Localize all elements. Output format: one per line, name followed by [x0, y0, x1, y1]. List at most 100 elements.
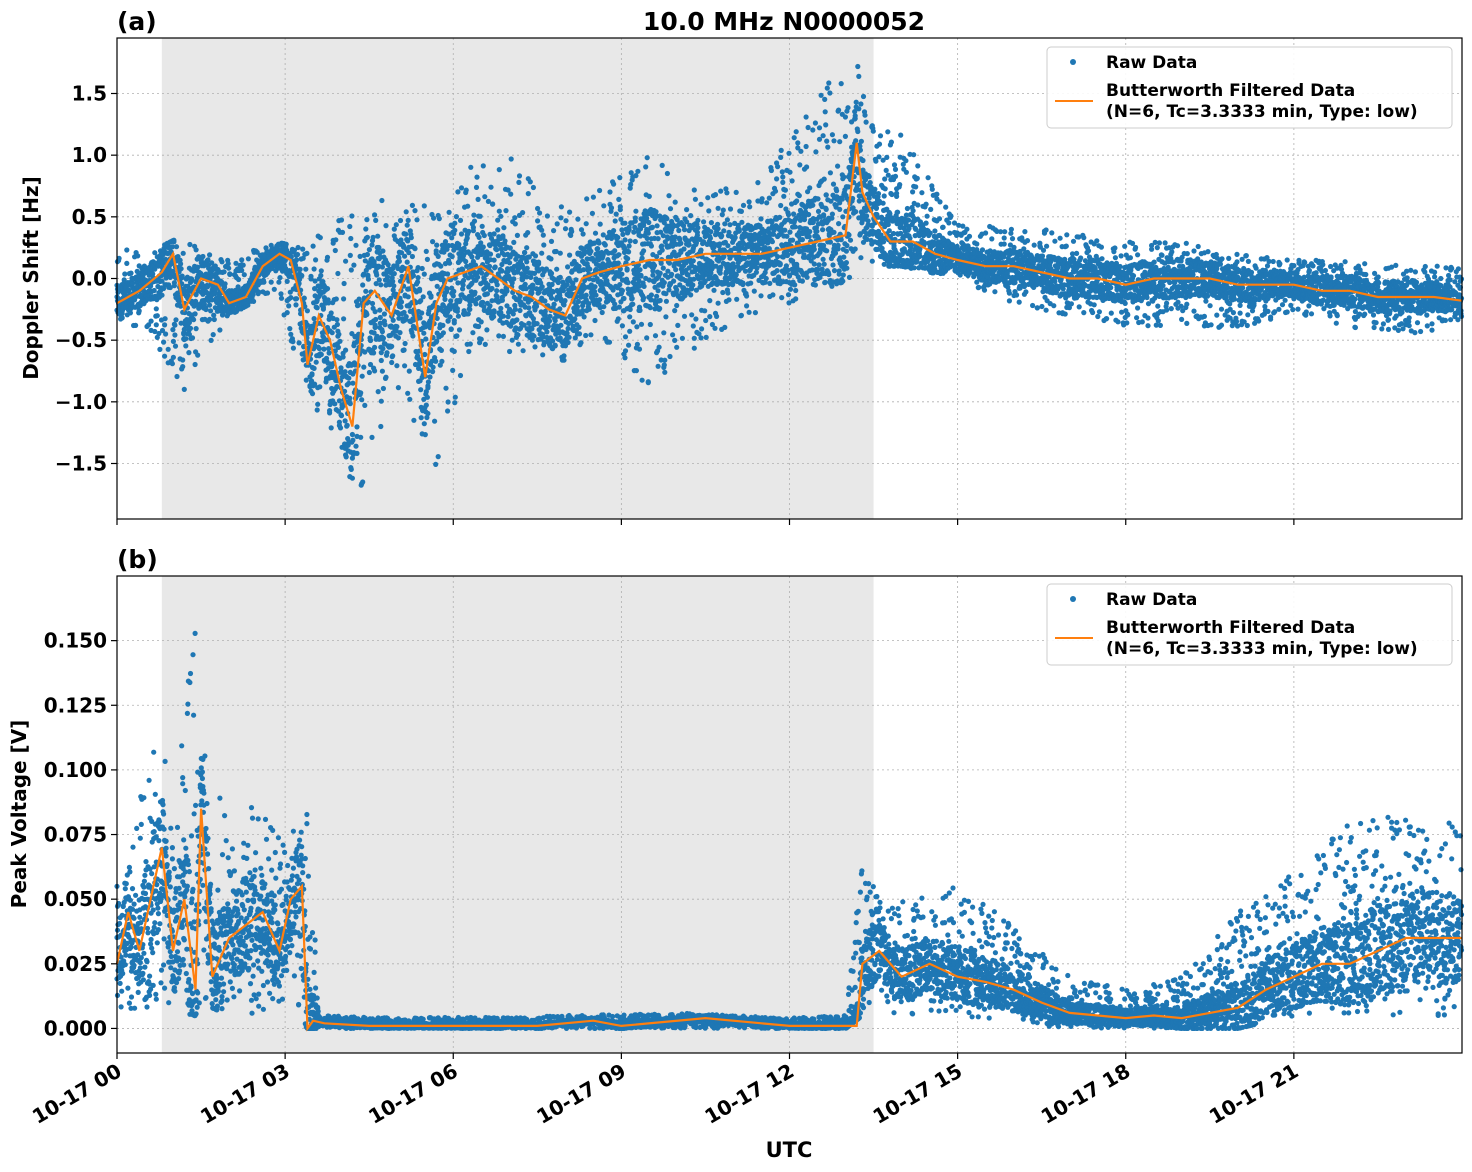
raw-data-point — [646, 193, 652, 199]
raw-data-point — [597, 221, 603, 227]
raw-data-point — [500, 313, 506, 319]
raw-data-point — [782, 227, 788, 233]
raw-data-point — [840, 278, 846, 284]
raw-data-point — [734, 296, 740, 302]
raw-data-point — [421, 330, 427, 336]
raw-data-point — [475, 196, 481, 202]
raw-data-point — [362, 402, 368, 408]
raw-data-point — [424, 394, 430, 400]
raw-data-point — [791, 135, 797, 141]
raw-data-point — [152, 250, 158, 256]
raw-data-point — [397, 217, 404, 224]
raw-data-point — [898, 132, 904, 138]
raw-data-point — [461, 277, 467, 284]
raw-data-point — [873, 158, 879, 164]
raw-data-point — [637, 307, 643, 313]
raw-data-point — [240, 262, 246, 268]
raw-data-point — [823, 122, 829, 128]
raw-data-point — [674, 302, 680, 309]
raw-data-point — [836, 107, 842, 113]
raw-data-point — [588, 248, 594, 254]
raw-data-point — [476, 323, 482, 330]
raw-data-point — [611, 228, 617, 234]
raw-data-point — [514, 232, 521, 238]
raw-data-point — [451, 288, 457, 294]
raw-data-point — [337, 425, 344, 431]
raw-data-point — [321, 346, 327, 352]
raw-data-point — [172, 332, 178, 338]
raw-data-point — [747, 204, 753, 210]
raw-data-point — [725, 243, 731, 249]
raw-data-point — [494, 247, 500, 253]
raw-data-point — [960, 223, 966, 229]
raw-data-point — [612, 248, 618, 254]
raw-data-scatter-a — [114, 63, 1465, 488]
raw-data-point — [335, 344, 341, 350]
raw-data-point — [541, 242, 547, 248]
raw-data-point — [853, 209, 859, 215]
raw-data-point — [151, 287, 157, 294]
raw-data-point — [690, 323, 696, 329]
raw-data-point — [826, 80, 832, 86]
raw-data-point — [627, 314, 633, 320]
raw-data-point — [296, 340, 302, 346]
raw-data-point — [417, 315, 423, 321]
raw-data-point — [361, 364, 367, 370]
raw-data-point — [379, 368, 385, 374]
raw-data-point — [380, 346, 386, 352]
raw-data-point — [383, 374, 389, 380]
raw-data-point — [578, 340, 584, 346]
raw-data-point — [695, 225, 701, 231]
raw-data-point — [547, 313, 553, 319]
raw-data-point — [932, 228, 938, 234]
raw-data-point — [946, 220, 952, 226]
raw-data-point — [844, 265, 850, 271]
raw-data-point — [511, 239, 517, 245]
raw-data-point — [378, 357, 384, 364]
raw-data-point — [508, 156, 514, 162]
raw-data-point — [328, 425, 334, 431]
raw-data-point — [744, 303, 750, 309]
raw-data-point — [661, 330, 667, 336]
raw-data-point — [911, 152, 917, 158]
raw-data-point — [532, 344, 538, 350]
raw-data-point — [146, 322, 152, 328]
raw-data-point — [740, 280, 746, 286]
raw-data-point — [853, 138, 859, 144]
raw-data-point — [775, 254, 781, 260]
raw-data-point — [672, 199, 678, 205]
raw-data-point — [613, 211, 619, 217]
raw-data-point — [625, 280, 631, 286]
raw-data-point — [353, 443, 359, 449]
raw-data-point — [460, 282, 466, 288]
raw-data-point — [162, 322, 168, 328]
raw-data-point — [576, 324, 582, 330]
raw-data-point — [536, 259, 542, 265]
raw-data-point — [341, 296, 347, 302]
raw-data-point — [418, 415, 424, 421]
raw-data-point — [548, 295, 555, 301]
raw-data-point — [712, 192, 719, 198]
raw-data-point — [349, 475, 355, 481]
raw-data-point — [606, 339, 613, 345]
raw-data-point — [293, 302, 299, 308]
raw-data-point — [664, 216, 670, 222]
raw-data-point — [169, 244, 175, 250]
raw-data-point — [842, 114, 849, 120]
raw-data-point — [116, 255, 122, 261]
raw-data-point — [673, 267, 679, 273]
raw-data-point — [630, 319, 636, 325]
raw-data-point — [515, 332, 521, 338]
raw-data-point — [424, 256, 430, 262]
raw-data-point — [364, 251, 370, 258]
raw-data-point — [793, 296, 799, 302]
raw-data-point — [129, 281, 136, 287]
raw-data-point — [378, 398, 384, 404]
raw-data-point — [831, 268, 838, 274]
raw-data-point — [405, 390, 411, 396]
raw-data-point — [661, 362, 667, 368]
raw-data-point — [911, 265, 917, 271]
raw-data-point — [514, 317, 520, 323]
raw-data-point — [643, 164, 649, 170]
raw-data-point — [468, 164, 474, 170]
